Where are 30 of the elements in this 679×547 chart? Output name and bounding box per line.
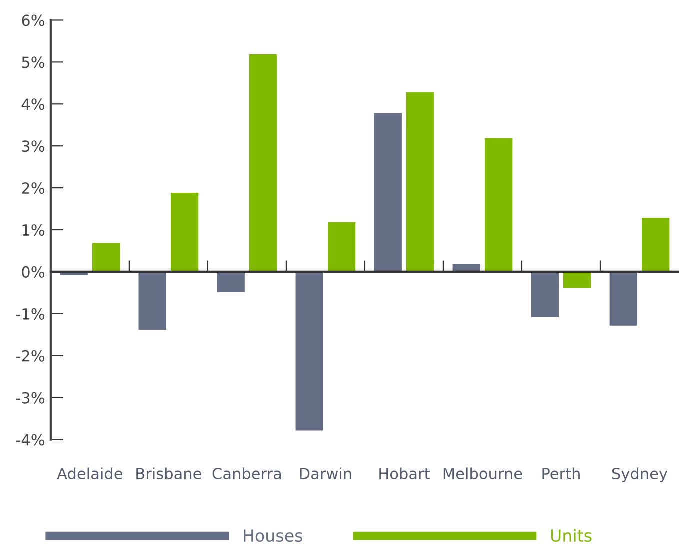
x-tick-label: Melbourne xyxy=(444,468,522,480)
bar xyxy=(640,216,672,273)
y-tick-label: 6% xyxy=(22,14,45,26)
bar xyxy=(248,53,279,273)
x-tick-label: Brisbane xyxy=(136,468,202,480)
bar xyxy=(91,242,122,273)
y-tick-label: 4% xyxy=(22,98,45,110)
bar xyxy=(294,271,325,432)
y-tick-label: 5% xyxy=(22,56,45,68)
x-tick-label: Sydney xyxy=(612,468,668,483)
x-tick-label: Adelaide xyxy=(57,468,122,480)
y-tick-label: -1% xyxy=(16,308,45,320)
y-tick-label: -2% xyxy=(16,350,45,362)
y-tick-label: -4% xyxy=(16,434,45,446)
y-tick-label: 0% xyxy=(22,266,45,278)
text: Units xyxy=(551,529,592,542)
bar xyxy=(170,192,200,273)
y-tick-label: -3% xyxy=(16,392,45,404)
x-tick-label: Canberra xyxy=(212,468,282,480)
y-tick-label: 3% xyxy=(22,140,45,152)
y-tick-label: 1% xyxy=(22,224,45,236)
bar xyxy=(326,220,358,273)
x-tick-label: Perth xyxy=(542,468,580,480)
y-tick-label: 2% xyxy=(22,182,45,194)
text: Houses xyxy=(244,530,302,542)
x-tick-label: Darwin xyxy=(300,468,352,480)
bar xyxy=(216,271,246,294)
x-tick-label: Hobart xyxy=(380,468,430,480)
bar xyxy=(608,271,639,328)
bar xyxy=(137,271,168,332)
